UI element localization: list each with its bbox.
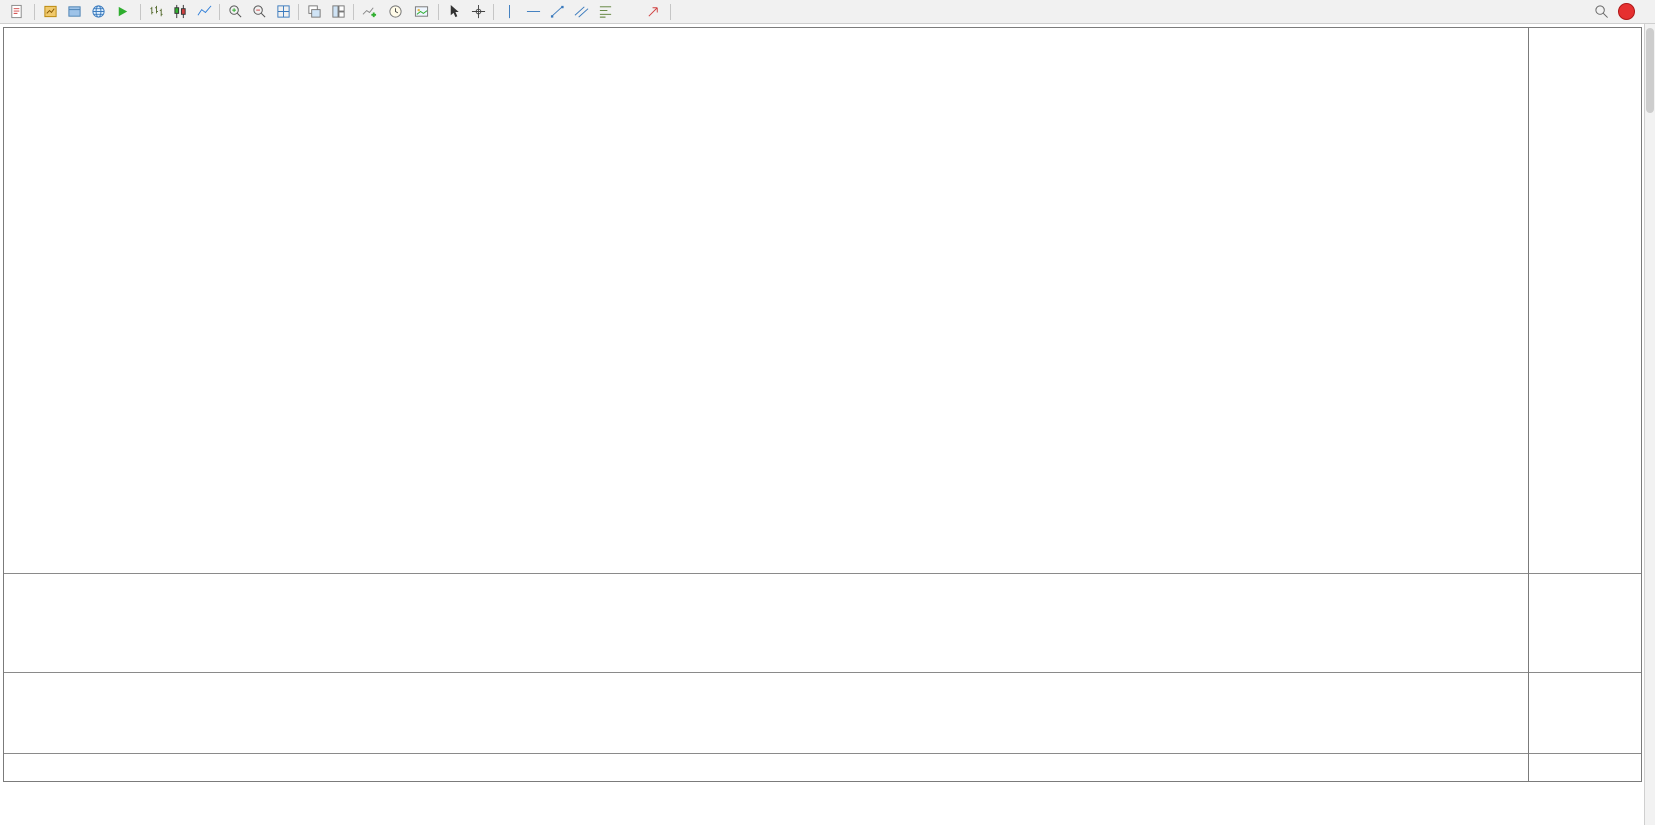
- chart-window[interactable]: [3, 27, 1642, 782]
- tile-windows-button[interactable]: [326, 1, 350, 23]
- add-indicator-icon: [361, 4, 377, 20]
- new-chart-button[interactable]: [38, 1, 62, 23]
- crosshair-icon: [470, 4, 486, 20]
- arrow-shape-icon: [645, 4, 661, 20]
- line-chart-button[interactable]: [192, 1, 216, 23]
- play-icon: [114, 4, 130, 20]
- new-order-icon: [8, 4, 24, 20]
- price-scale[interactable]: [1528, 28, 1641, 781]
- channel-tool[interactable]: [569, 1, 593, 23]
- search-icon[interactable]: [1593, 4, 1609, 20]
- clock-icon: [387, 4, 403, 20]
- toolbar-right: [1593, 3, 1651, 20]
- toolbar: [0, 0, 1655, 24]
- horizontal-line-icon: [525, 4, 541, 20]
- fibonacci-tool[interactable]: [593, 1, 617, 23]
- vertical-line-icon: [501, 4, 517, 20]
- arrows-tool[interactable]: [641, 1, 667, 23]
- community-button[interactable]: [86, 1, 110, 23]
- cursor-icon: [446, 4, 462, 20]
- panel-separator[interactable]: [4, 573, 1641, 574]
- scrollbar-thumb[interactable]: [1646, 28, 1654, 113]
- period-button[interactable]: [383, 1, 409, 23]
- new-order-button[interactable]: [4, 1, 31, 23]
- cascade-windows-button[interactable]: [302, 1, 326, 23]
- panel-separator[interactable]: [4, 672, 1641, 673]
- vertical-scrollbar[interactable]: [1644, 24, 1655, 825]
- toolbar-separator: [298, 3, 299, 20]
- vertical-line-tool[interactable]: [497, 1, 521, 23]
- add-indicator-button[interactable]: [357, 1, 383, 23]
- candlestick-chart[interactable]: [4, 28, 1528, 573]
- toolbar-separator: [438, 3, 439, 20]
- globe-icon: [90, 4, 106, 20]
- objects-button[interactable]: [409, 1, 435, 23]
- grid-icon: [275, 4, 291, 20]
- cascade-windows-icon: [306, 4, 322, 20]
- profiles-button[interactable]: [62, 1, 86, 23]
- toolbar-separator: [670, 3, 671, 20]
- toolbar-separator: [140, 3, 141, 20]
- candlestick-icon: [172, 4, 188, 20]
- panel-separator[interactable]: [4, 753, 1641, 754]
- tile-windows-icon: [330, 4, 346, 20]
- zoom-in-button[interactable]: [223, 1, 247, 23]
- trendline-tool[interactable]: [545, 1, 569, 23]
- fibonacci-icon: [597, 4, 613, 20]
- crosshair-tool-button[interactable]: [466, 1, 490, 23]
- zoom-in-icon: [227, 4, 243, 20]
- toolbar-separator: [219, 3, 220, 20]
- toolbar-separator: [493, 3, 494, 20]
- bar-chart-button[interactable]: [144, 1, 168, 23]
- candlestick-chart-button[interactable]: [168, 1, 192, 23]
- line-chart-icon: [196, 4, 212, 20]
- trendline-icon: [549, 4, 565, 20]
- zoom-out-icon: [251, 4, 267, 20]
- time-axis[interactable]: [4, 754, 1528, 781]
- text-tool-icon: [621, 4, 637, 20]
- toolbar-separator: [353, 3, 354, 20]
- rsi-panel[interactable]: [4, 673, 1528, 753]
- objects-icon: [413, 4, 429, 20]
- toolbar-separator: [34, 3, 35, 20]
- zoom-out-button[interactable]: [247, 1, 271, 23]
- notification-badge[interactable]: [1618, 3, 1635, 20]
- autotrading-button[interactable]: [110, 1, 137, 23]
- horizontal-line-tool[interactable]: [521, 1, 545, 23]
- text-tool[interactable]: [617, 1, 641, 23]
- channel-icon: [573, 4, 589, 20]
- grid-button[interactable]: [271, 1, 295, 23]
- new-chart-icon: [42, 4, 58, 20]
- profiles-icon: [66, 4, 82, 20]
- cursor-tool-button[interactable]: [442, 1, 466, 23]
- macd-panel[interactable]: [4, 574, 1528, 672]
- ohlc-bars-icon: [148, 4, 164, 20]
